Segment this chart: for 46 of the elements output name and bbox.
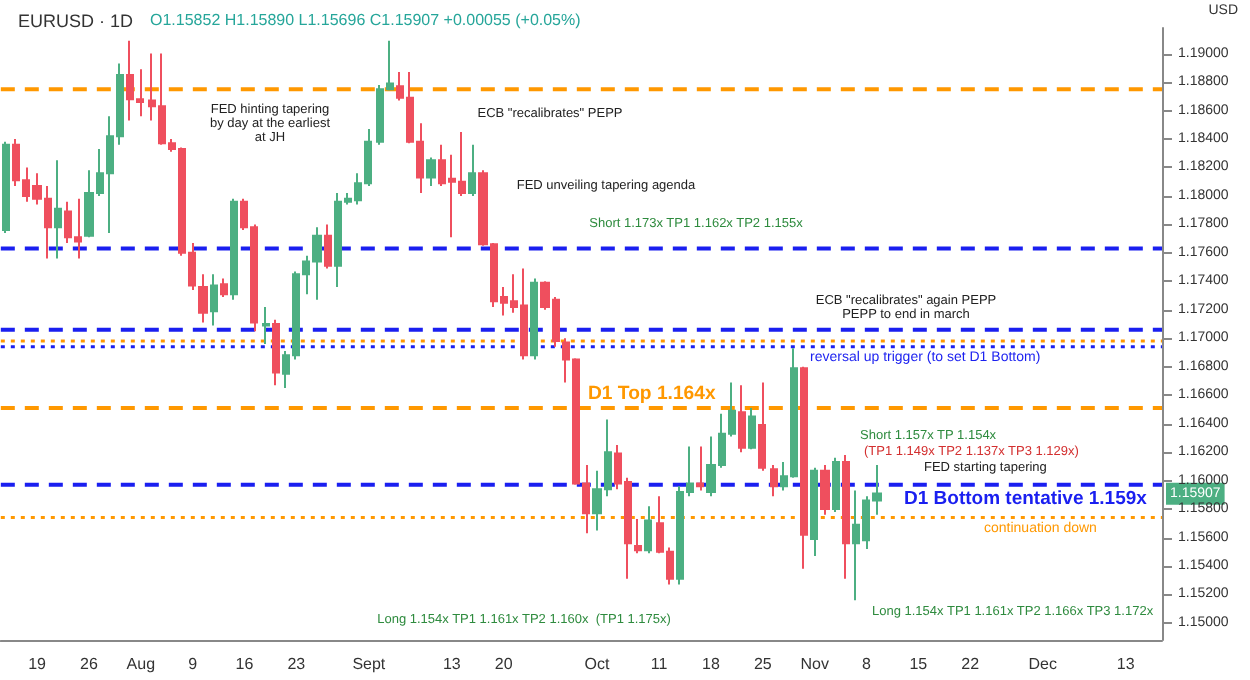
x-tick-label: Sept [352,655,387,673]
x-tick-label: 15 [909,655,929,673]
x-tick-label: 13 [442,655,462,673]
candlestick [230,197,238,301]
candlestick [738,384,746,454]
x-tick-label: 20 [494,655,514,673]
candlestick [832,456,840,513]
x-tick-label: 16 [235,655,255,673]
candlestick [842,453,850,580]
candlestick [530,277,538,361]
candlestick [696,445,704,492]
x-tick-label: Oct [584,655,611,673]
x-tick-label: Aug [126,655,156,673]
candlestick [770,463,778,498]
x-tick-label: 25 [753,655,773,673]
candlestick [54,159,62,260]
candlestick [810,466,818,558]
candlestick [210,273,218,327]
x-tick-label: 22 [961,655,981,673]
candlestick [758,381,766,472]
x-tick-label: 19 [28,655,48,673]
candlestick [820,463,830,516]
x-tick-label: Dec [1028,655,1058,673]
x-tick-label: 26 [80,655,99,673]
chart-subtitle: O1.15852 H1.15890 L1.15696 C1.15907 +0.00055 (+0.05%) [150,11,582,29]
x-tick-label: 8 [862,655,873,673]
x-tick-label: 23 [287,655,307,673]
x-tick-label: 13 [1116,655,1136,673]
x-tick-label: 11 [650,655,669,673]
ref-line-label: D1 Bottom tentative 1.159x [904,487,1149,510]
candlestick [800,365,808,570]
ref-line-label: D1 Top 1.164x [588,383,717,406]
candlestick [426,156,436,187]
candlestick [324,223,332,270]
candlestick [262,305,270,345]
chart-title: EURUSD · 1D [18,11,135,31]
candlestick [468,143,476,197]
candlestick [272,318,280,387]
x-tick-label: 9 [188,655,199,673]
candlestick [634,518,642,555]
candlestick [2,140,10,234]
candlestick [220,277,228,298]
x-tick-label: Nov [800,655,829,673]
candlestick [644,505,652,555]
x-tick-label: 18 [702,655,721,673]
candlestick [748,407,756,451]
